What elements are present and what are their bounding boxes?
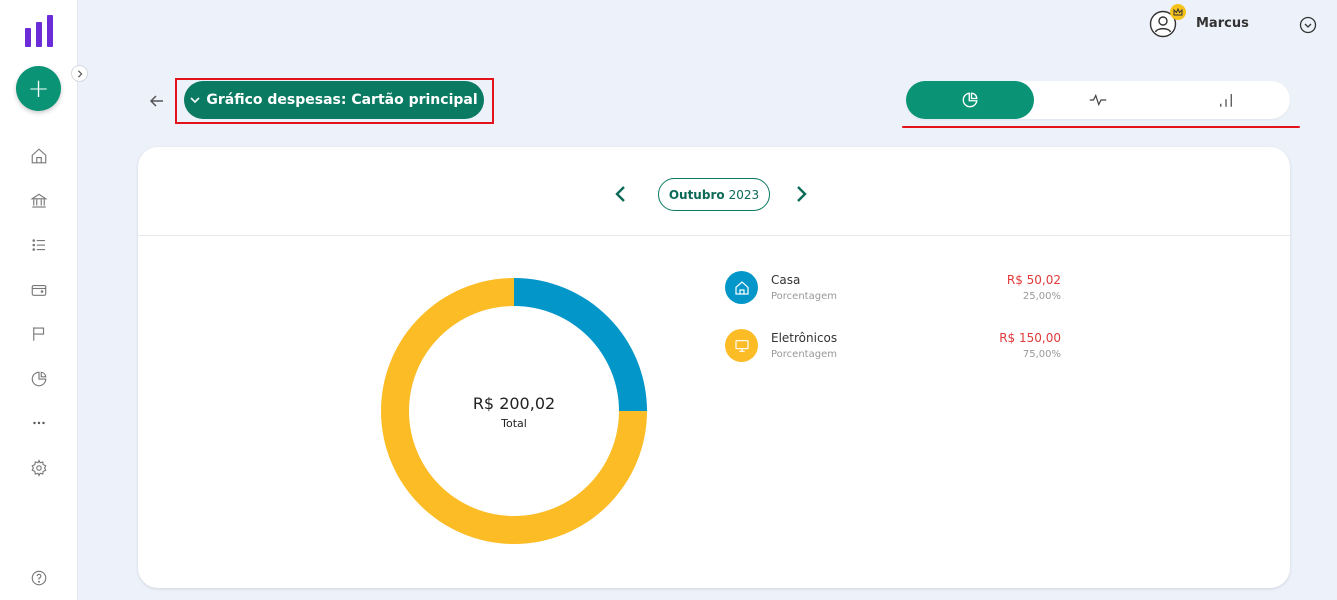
legend-amount: R$ 150,00 [999, 331, 1061, 345]
settings-icon[interactable] [29, 458, 49, 478]
month-selector[interactable]: Outubro 2023 [658, 178, 770, 211]
app-logo[interactable] [25, 15, 53, 47]
back-arrow-icon[interactable] [148, 92, 166, 110]
user-avatar-icon[interactable] [1149, 10, 1177, 38]
legend-item[interactable]: Casa Porcentagem R$ 50,02 25,00% [725, 271, 1065, 307]
bar-chart-icon [1220, 94, 1232, 107]
bank-icon[interactable] [29, 191, 49, 211]
tab-line-chart[interactable] [1034, 81, 1162, 119]
donut-slice-casa[interactable] [514, 278, 647, 412]
month-navigator: Outubro 2023 [138, 147, 1290, 236]
legend-amount: R$ 50,02 [1006, 273, 1061, 287]
user-name[interactable]: Marcus [1196, 16, 1249, 31]
list-icon[interactable] [29, 235, 49, 255]
chevron-right-icon [77, 69, 82, 78]
pie-chart-nav-icon[interactable] [29, 369, 49, 389]
home-icon [725, 271, 758, 304]
legend-name: Casa [771, 273, 801, 287]
month-name: Outubro [668, 187, 725, 202]
legend-name: Eletrônicos [771, 331, 838, 345]
tab-bar-chart[interactable] [1162, 81, 1290, 119]
chevron-down-icon[interactable] [1299, 16, 1317, 34]
legend-percent: 75,00% [1022, 349, 1061, 360]
title-highlight [175, 78, 494, 124]
chart-toggle-underline [902, 126, 1300, 128]
total-amount: R$ 200,02 [472, 394, 556, 413]
total-label: Total [501, 417, 527, 430]
chevron-right-icon[interactable] [794, 185, 808, 203]
pie-chart-icon [962, 92, 978, 108]
donut-center: R$ 200,02 Total [381, 394, 647, 430]
legend-sub: Porcentagem [771, 349, 837, 360]
chart-card: Outubro 2023 R$ 200,02 Total Casa Porcen… [138, 147, 1290, 588]
chart-title: Gráfico despesas: Cartão principal [206, 92, 478, 108]
sidebar: + [0, 0, 78, 600]
add-button[interactable]: + [16, 66, 61, 111]
monitor-icon [725, 329, 758, 362]
chevron-left-icon[interactable] [614, 185, 628, 203]
line-chart-icon [1089, 93, 1107, 107]
more-icon[interactable] [29, 413, 49, 433]
chevron-down-icon [190, 94, 200, 107]
chart-title-dropdown[interactable]: Gráfico despesas: Cartão principal [184, 81, 484, 119]
wallet-icon[interactable] [29, 280, 49, 300]
donut-chart [381, 278, 647, 544]
legend-item[interactable]: Eletrônicos Porcentagem R$ 150,00 75,00% [725, 329, 1065, 365]
month-year: 2023 [728, 187, 760, 202]
crown-icon [1170, 4, 1186, 20]
legend-percent: 25,00% [1022, 291, 1061, 302]
tab-pie-chart[interactable] [906, 81, 1034, 119]
expand-sidebar-button[interactable] [71, 65, 88, 82]
home-icon[interactable] [29, 146, 49, 166]
chart-type-toggle [906, 81, 1290, 119]
legend-sub: Porcentagem [771, 291, 837, 302]
flag-icon[interactable] [29, 324, 49, 344]
help-icon[interactable] [29, 568, 49, 588]
